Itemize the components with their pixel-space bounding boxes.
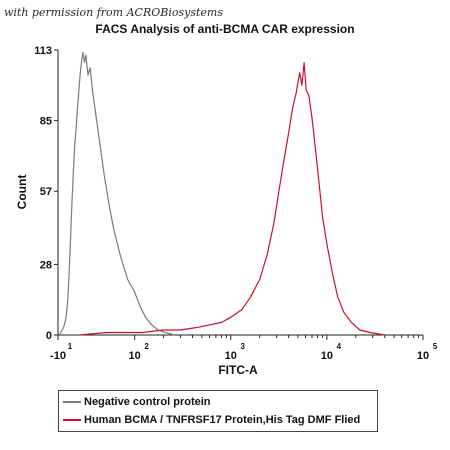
y-tick-label: 57 bbox=[40, 186, 52, 198]
x-tick-exponent: 2 bbox=[144, 342, 149, 351]
series-line-1 bbox=[78, 62, 385, 336]
x-tick-exponent: 3 bbox=[241, 342, 246, 351]
series-line-0 bbox=[58, 51, 175, 336]
watermark: with permission from ACROBiosystems bbox=[4, 6, 223, 19]
x-tick-label: -10 bbox=[50, 350, 66, 362]
x-tick-exponent: 4 bbox=[337, 342, 342, 351]
legend-swatch-negative-control bbox=[63, 401, 81, 403]
legend-label-human-bcma: Human BCMA / TNFRSF17 Protein,His Tag DM… bbox=[84, 414, 361, 426]
legend-label-negative-control: Negative control protein bbox=[84, 396, 211, 408]
x-tick-label: 10 bbox=[129, 350, 141, 362]
y-tick-label: 0 bbox=[46, 330, 52, 342]
legend-swatch-human-bcma bbox=[63, 419, 81, 421]
x-tick-label: 10 bbox=[321, 350, 333, 362]
x-tick-label: 10 bbox=[417, 350, 429, 362]
chart-title: FACS Analysis of anti-BCMA CAR expressio… bbox=[95, 22, 355, 36]
y-axis-label: Count bbox=[15, 175, 29, 210]
legend-item-human-bcma: Human BCMA / TNFRSF17 Protein,His Tag DM… bbox=[63, 412, 360, 428]
legend: Negative control protein Human BCMA / TN… bbox=[58, 390, 378, 432]
legend-item-negative-control: Negative control protein bbox=[63, 394, 211, 410]
x-tick-label: 10 bbox=[225, 350, 237, 362]
y-tick-label: 113 bbox=[34, 45, 52, 57]
y-tick-label: 28 bbox=[40, 259, 52, 271]
x-axis-label: FITC-A bbox=[218, 363, 258, 377]
y-tick-label: 85 bbox=[40, 116, 52, 128]
x-tick-exponent: 5 bbox=[433, 342, 438, 351]
x-tick-exponent: 1 bbox=[68, 342, 73, 351]
